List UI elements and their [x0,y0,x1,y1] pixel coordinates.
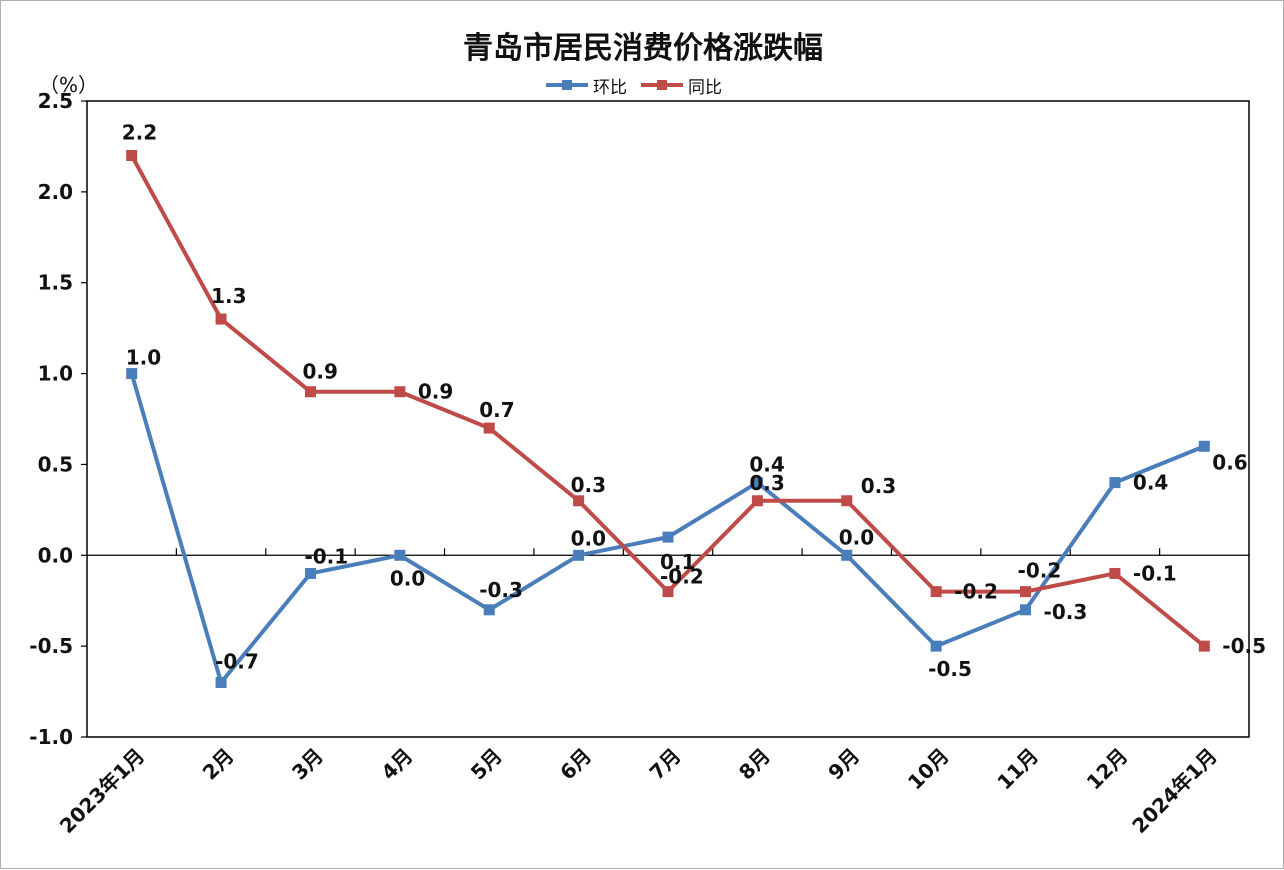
data-label-huanbi: 0.4 [749,453,784,477]
y-tick-label: 1.0 [38,362,73,386]
data-point [126,368,138,380]
legend: 环比 同比 [546,73,722,98]
data-label-tongbi: -0.5 [1222,634,1266,658]
x-tick-label: 10月 [903,744,954,795]
data-point [394,549,406,561]
data-point [751,495,763,507]
data-label-tongbi: 0.7 [479,398,514,422]
x-tick-label: 3月 [287,744,328,785]
data-point [1109,567,1121,579]
data-label-huanbi: -0.5 [928,657,972,681]
data-label-tongbi: 0.3 [749,471,784,495]
data-label-tongbi: 2.2 [122,121,157,145]
y-tick-label: 1.5 [38,271,73,295]
data-label-huanbi: 1.0 [126,346,161,370]
data-label-huanbi: 0.0 [839,525,874,549]
legend-label-tongbi: 同比 [688,77,722,98]
legend-swatch-tongbi [641,78,683,92]
data-label-tongbi: 1.3 [211,284,246,308]
data-point [304,567,316,579]
series-line-huanbi [129,373,1206,685]
x-tick-label: 5月 [466,744,507,785]
data-label-tongbi: -0.2 [954,580,998,604]
data-label-tongbi: 0.9 [302,360,337,384]
data-point [841,549,853,561]
data-point [930,640,942,652]
x-tick-label: 2024年1月 [1127,744,1221,838]
legend-swatch-huanbi [546,78,588,92]
data-point [1020,586,1032,598]
data-label-huanbi: 0.0 [390,566,425,590]
y-tick-label: 2.0 [38,180,73,204]
plot-border [86,100,1250,738]
x-tick-label: 6月 [555,744,596,785]
data-label-tongbi: -0.2 [660,565,704,589]
data-point [483,422,495,434]
y-tick-label: 0.0 [38,543,73,567]
data-point [1020,604,1032,616]
data-label-huanbi: -0.3 [479,578,523,602]
data-point [215,676,227,688]
x-tick-label: 4月 [376,744,417,785]
data-label-huanbi: -0.3 [1044,600,1088,624]
data-point [573,495,585,507]
data-point [930,586,942,598]
data-label-tongbi: 0.3 [571,473,606,497]
x-tick-label: 8月 [734,744,775,785]
data-label-huanbi: 0.0 [571,526,606,550]
data-point [215,313,227,325]
x-tick-label: 9月 [823,744,864,785]
data-label-tongbi: 0.3 [861,474,896,498]
data-point [1198,640,1210,652]
data-point [662,586,674,598]
data-point [394,386,406,398]
data-point [304,386,316,398]
x-tick-label: 2月 [198,744,239,785]
data-point [1109,477,1121,489]
data-point [1198,440,1210,452]
y-tick-label: 2.5 [38,89,73,113]
y-axis-unit: （%） [39,73,99,97]
data-label-huanbi: -0.1 [304,544,348,568]
data-label-tongbi: 0.9 [418,380,453,404]
legend-item-huanbi: 环比 [546,73,627,98]
chart-title: 青岛市居民消费价格涨跌幅 [463,31,823,66]
x-tick-label: 2023年1月 [55,744,149,838]
data-label-huanbi: 0.1 [660,550,695,574]
data-point [662,531,674,543]
data-point [841,495,853,507]
y-tick-label: -0.5 [29,634,73,658]
data-point [483,604,495,616]
data-label-tongbi: -0.2 [1018,559,1062,583]
data-point [126,150,138,162]
legend-label-huanbi: 环比 [593,77,627,98]
data-label-huanbi: 0.6 [1212,450,1247,474]
data-point [573,549,585,561]
x-tick-label: 7月 [645,744,686,785]
y-tick-label: -1.0 [29,725,73,749]
data-label-huanbi: -0.7 [215,649,259,673]
x-tick-label: 11月 [992,744,1043,795]
x-tick-label: 12月 [1082,744,1133,795]
data-point [751,477,763,489]
data-label-tongbi: -0.1 [1133,561,1177,585]
y-tick-label: 0.5 [38,452,73,476]
legend-item-tongbi: 同比 [641,73,722,98]
data-label-huanbi: 0.4 [1133,471,1168,495]
